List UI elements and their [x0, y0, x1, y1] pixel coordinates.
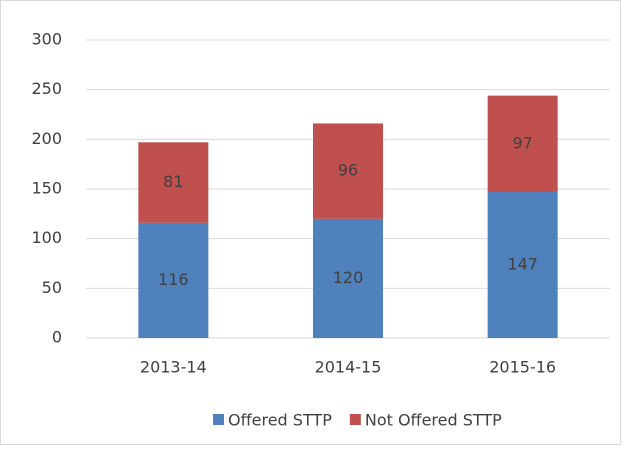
y-tick-label: 250	[31, 79, 62, 98]
legend-swatch	[213, 414, 224, 425]
bar-segment	[138, 222, 209, 338]
y-tick-label: 150	[31, 179, 62, 198]
data-label: 116	[158, 270, 189, 289]
x-tick-label: 2015-16	[489, 358, 556, 377]
data-label: 81	[163, 172, 183, 191]
y-tick-label: 300	[31, 30, 62, 49]
bar-segment	[313, 123, 383, 219]
legend-label: Offered STTP	[228, 411, 332, 430]
legend-label: Not Offered STTP	[365, 411, 502, 430]
bar-segment	[138, 142, 209, 223]
data-label: 120	[333, 268, 364, 287]
x-tick-label: 2014-15	[315, 358, 382, 377]
legend-swatch	[349, 414, 361, 425]
x-tick-label: 2013-14	[140, 358, 207, 377]
bar-segment	[487, 95, 558, 192]
y-tick-label: 200	[31, 129, 62, 148]
y-tick-label: 100	[31, 228, 62, 247]
data-label: 96	[338, 161, 358, 180]
bar-segment	[313, 218, 383, 338]
data-label: 147	[507, 254, 538, 273]
y-tick-label: 50	[42, 278, 62, 297]
y-tick-label: 0	[52, 328, 62, 347]
data-label: 97	[512, 133, 532, 152]
bar-segment	[487, 191, 558, 338]
